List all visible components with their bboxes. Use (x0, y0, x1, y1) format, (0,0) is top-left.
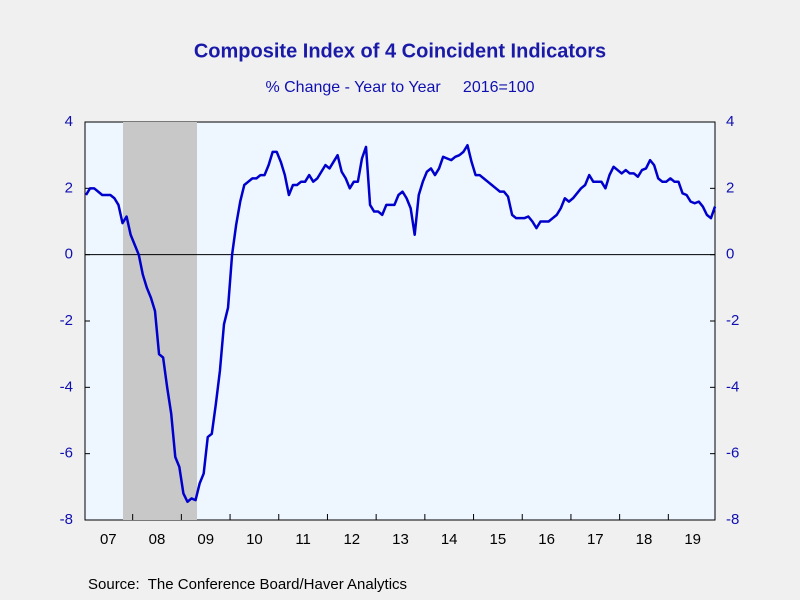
chart-title: Composite Index of 4 Coincident Indicato… (194, 40, 606, 62)
y2-tick-label: -6 (726, 445, 739, 462)
x-tick-label: 10 (246, 531, 263, 548)
x-tick-label: 16 (538, 531, 555, 548)
y-tick-label: 2 (65, 179, 73, 196)
data-line (84, 143, 717, 504)
y2-tick-label: -4 (726, 378, 739, 395)
y-tick-label: 4 (65, 113, 73, 130)
y2-tick-label: -8 (726, 511, 739, 528)
y-tick-label: -6 (60, 445, 73, 462)
chart-subtitle: % Change - Year to Year 2016=100 (265, 79, 534, 96)
y-tick-label: 0 (65, 246, 73, 263)
x-tick-label: 19 (684, 531, 701, 548)
x-tick-label: 07 (100, 531, 117, 548)
y-tick-label: -8 (60, 511, 73, 528)
x-tick-label: 12 (343, 531, 360, 548)
y2-tick-label: -2 (726, 312, 739, 329)
x-tick-label: 08 (149, 531, 166, 548)
x-tick-label: 14 (441, 531, 458, 548)
x-tick-label: 09 (197, 531, 214, 548)
y2-tick-label: 0 (726, 246, 734, 263)
source-note: Source: The Conference Board/Haver Analy… (88, 576, 407, 593)
x-tick-label: 17 (587, 531, 604, 548)
recession-shading (123, 122, 197, 520)
y2-tick-label: 4 (726, 113, 734, 130)
y-tick-label: -2 (60, 312, 73, 329)
x-tick-label: 11 (295, 531, 311, 548)
y-tick-label: -4 (60, 378, 73, 395)
y2-tick-label: 2 (726, 179, 734, 196)
x-tick-label: 18 (636, 531, 653, 548)
x-tick-label: 13 (392, 531, 409, 548)
x-tick-label: 15 (490, 531, 507, 548)
